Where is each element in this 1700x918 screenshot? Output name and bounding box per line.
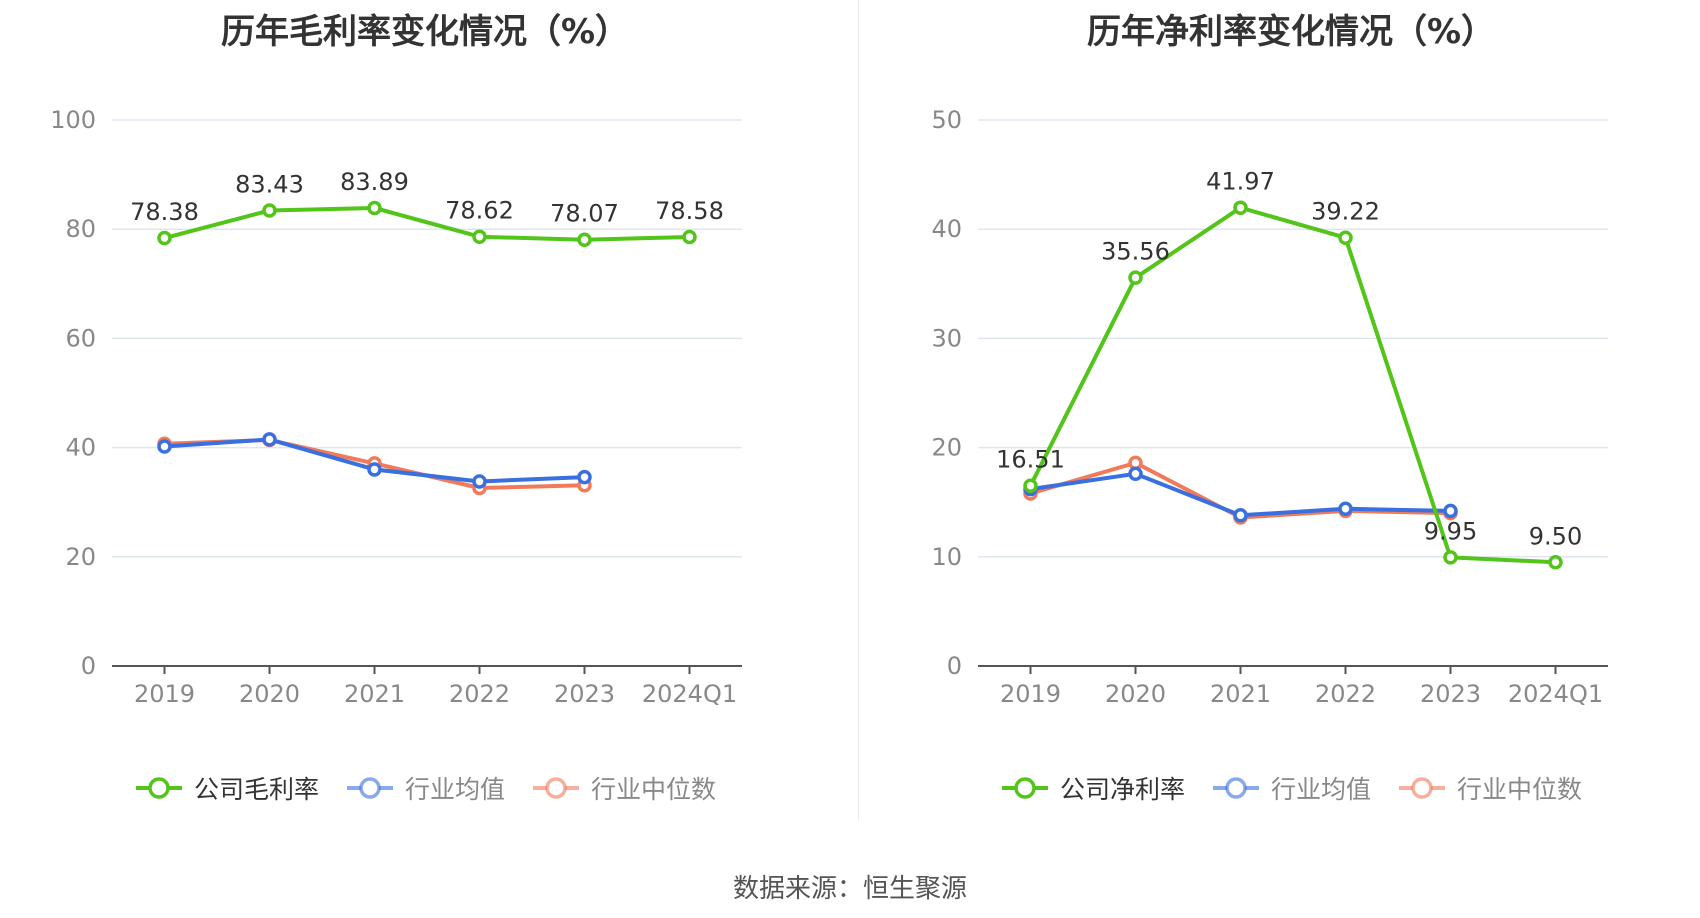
- legend-label: 公司净利率: [1059, 775, 1185, 804]
- y-tick-label: 20: [931, 434, 962, 462]
- data-point: [1128, 466, 1143, 482]
- data-point: [1443, 550, 1458, 565]
- legend-label: 行业中位数: [591, 775, 717, 804]
- x-tick-label: 2019: [134, 680, 195, 708]
- legend-label: 行业中位数: [1457, 775, 1583, 804]
- data-label: 78.62: [445, 197, 514, 225]
- data-point: [577, 469, 592, 485]
- legend-label: 公司毛利率: [193, 775, 319, 804]
- y-tick-label: 30: [931, 324, 962, 352]
- data-label: 78.58: [655, 197, 724, 225]
- data-point: [1338, 501, 1353, 517]
- data-point: [262, 203, 277, 218]
- data-point: [367, 462, 382, 477]
- y-tick-label: 10: [931, 543, 962, 571]
- data-label: 9.50: [1529, 522, 1582, 550]
- x-tick-label: 2021: [344, 680, 405, 708]
- legend: 公司净利率 行业均值 行业中位数: [866, 770, 1700, 806]
- data-point: [577, 232, 592, 247]
- gross-margin-panel: 历年毛利率变化情况（%） 0 20 40 60 80 100 2019 2020 2021 202…: [0, 0, 850, 830]
- y-tick-label: 50: [931, 106, 962, 134]
- legend-marker: [359, 777, 381, 799]
- data-label: 41.97: [1206, 168, 1275, 196]
- data-label: 83.43: [235, 170, 304, 198]
- legend-item[interactable]: 公司毛利率: [134, 770, 319, 806]
- data-point: [367, 200, 382, 216]
- y-tick-label: 60: [65, 324, 96, 352]
- legend-line-circle-icon: [1001, 777, 1048, 799]
- legend-line-circle-icon: [1399, 777, 1445, 799]
- data-label: 78.38: [130, 198, 199, 226]
- legend-item[interactable]: 行业中位数: [531, 770, 716, 806]
- legend-item[interactable]: 公司净利率: [1000, 770, 1185, 806]
- legend-marker: [1014, 777, 1036, 799]
- y-tick-label: 100: [50, 106, 96, 134]
- x-tick-label: 2019: [1000, 680, 1061, 708]
- y-tick-label: 40: [65, 434, 96, 462]
- data-label: 16.51: [996, 446, 1065, 474]
- data-point: [1128, 270, 1143, 285]
- y-tick-label: 20: [65, 543, 96, 571]
- legend-label: 行业均值: [404, 775, 505, 804]
- data-point: [1548, 555, 1563, 570]
- series-line-0: [1028, 205, 1556, 565]
- panel-divider: [858, 0, 859, 820]
- y-tick-label: 0: [81, 652, 96, 680]
- legend-marker: [1225, 777, 1247, 799]
- x-tick-label: 2020: [239, 680, 300, 708]
- chart-title: 历年净利率变化情况（%）: [1086, 12, 1496, 52]
- y-tick-label: 80: [65, 215, 96, 243]
- legend-line-circle-icon: [1212, 777, 1259, 799]
- data-point: [1338, 230, 1353, 245]
- data-label: 83.89: [340, 168, 409, 196]
- legend: 公司毛利率 行业均值 行业中位数: [0, 770, 850, 806]
- y-tick-label: 40: [931, 215, 962, 243]
- data-source-note: 数据来源：恒生聚源: [732, 874, 967, 904]
- x-tick-label: 2020: [1105, 680, 1166, 708]
- legend-line-circle-icon: [533, 777, 579, 799]
- x-tick-label: 2023: [1420, 680, 1481, 708]
- data-point: [1443, 503, 1458, 519]
- data-point: [1233, 508, 1248, 523]
- data-point: [472, 229, 487, 244]
- data-point: [262, 432, 277, 447]
- data-point: [157, 439, 172, 454]
- legend-item[interactable]: 行业均值: [1211, 770, 1371, 806]
- data-point: [682, 229, 697, 245]
- x-tick-label: 2022: [449, 680, 510, 708]
- x-tick-label: 2022: [1315, 680, 1376, 708]
- x-tick-label: 2023: [554, 680, 615, 708]
- data-point: [1233, 200, 1248, 215]
- legend-label: 行业均值: [1270, 775, 1371, 804]
- data-point: [472, 474, 487, 489]
- data-label: 35.56: [1101, 238, 1170, 266]
- data-point: [1023, 478, 1038, 493]
- data-point: [157, 230, 172, 246]
- data-label: 78.07: [550, 200, 619, 228]
- data-label: 9.95: [1424, 517, 1477, 545]
- x-tick-label: 2021: [1210, 680, 1271, 708]
- legend-line-circle-icon: [135, 777, 182, 799]
- x-tick-label: 2024Q1: [642, 680, 737, 708]
- data-label: 39.22: [1311, 198, 1380, 226]
- legend-line-circle-icon: [346, 777, 393, 799]
- legend-marker: [1411, 777, 1433, 799]
- legend-item[interactable]: 行业均值: [345, 770, 505, 806]
- net-margin-plot: 0 10 20 30 40 50 2019 2020 2021 2022 2023 2024Q1 16.…: [931, 106, 1608, 708]
- legend-marker: [148, 777, 170, 799]
- legend-item[interactable]: 行业中位数: [1397, 770, 1582, 806]
- x-tick-label: 2024Q1: [1508, 680, 1603, 708]
- legend-marker: [545, 777, 567, 799]
- y-tick-label: 0: [947, 652, 962, 680]
- net-margin-panel: 历年净利率变化情况（%） 0 10 20 30 40 50 2019 2020 2021 2022…: [866, 0, 1700, 830]
- chart-title: 历年毛利率变化情况（%）: [220, 12, 630, 52]
- gross-margin-plot: 0 20 40 60 80 100 2019 2020 2021 2022 2023 2024Q1 78…: [50, 106, 742, 708]
- series-line-0: [163, 205, 690, 242]
